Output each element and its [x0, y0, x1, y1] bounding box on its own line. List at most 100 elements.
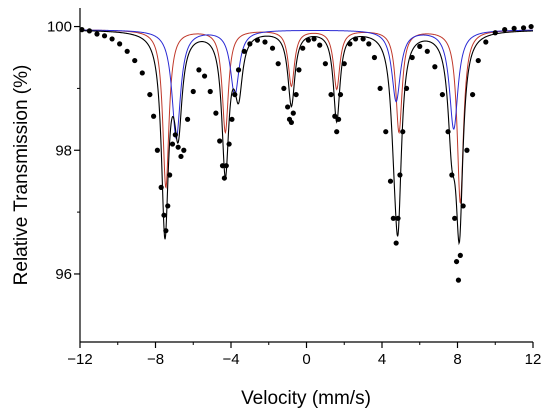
data-point: [453, 258, 460, 265]
sextet-blue-curve: [79, 29, 533, 140]
y-ticks: 96 98 100: [47, 19, 80, 283]
data-point: [219, 163, 226, 169]
data-point: [161, 212, 167, 218]
total-fit-curve: [79, 30, 534, 246]
data-point: [139, 70, 145, 76]
data-point: [475, 57, 481, 64]
data-point: [390, 215, 396, 221]
x-tick-label: 12: [525, 351, 542, 368]
data-point: [334, 129, 340, 135]
data-point: [288, 119, 294, 126]
data-point: [449, 172, 455, 178]
data-point: [154, 147, 160, 153]
data-point: [409, 54, 415, 61]
data-point: [178, 153, 184, 160]
data-point: [395, 215, 401, 221]
fit-curves: [79, 29, 534, 246]
data-point: [175, 144, 181, 150]
data-point: [217, 138, 223, 144]
data-point: [332, 113, 338, 119]
x-tick-label: −12: [67, 351, 92, 368]
data-point: [311, 36, 317, 42]
data-point: [400, 129, 406, 135]
data-point: [79, 27, 85, 33]
data-point: [460, 203, 466, 209]
data-point: [151, 113, 157, 119]
data-point: [201, 73, 208, 79]
data-point: [290, 110, 296, 116]
data-point: [232, 91, 238, 98]
x-tick-label: 0: [302, 351, 310, 368]
y-tick-label: 98: [55, 142, 72, 159]
data-point: [167, 172, 173, 178]
data-point: [281, 85, 287, 92]
data-point: [366, 41, 372, 47]
data-point: [247, 41, 253, 47]
data-point: [296, 67, 302, 73]
data-point: [235, 67, 242, 73]
data-point: [124, 48, 130, 54]
data-point: [492, 30, 498, 36]
data-point: [229, 116, 235, 122]
sextet-red-curve: [79, 29, 534, 205]
data-point: [241, 48, 247, 54]
data-point: [387, 178, 394, 184]
data-point: [117, 41, 123, 47]
data-point: [165, 203, 171, 209]
data-point: [109, 36, 115, 42]
data-point: [285, 104, 291, 110]
x-tick-label: −4: [222, 351, 239, 368]
data-point: [393, 240, 399, 246]
data-point: [371, 54, 378, 61]
data-point: [169, 141, 176, 147]
data-point: [158, 184, 164, 190]
x-tick-label: 4: [378, 351, 386, 368]
data-point: [457, 252, 463, 259]
data-point: [293, 91, 299, 98]
x-tick-label: −8: [147, 351, 164, 368]
data-point: [196, 67, 202, 73]
data-point: [94, 31, 100, 37]
data-point: [163, 228, 169, 234]
data-point: [86, 28, 93, 34]
data-point: [511, 25, 517, 32]
data-point: [397, 172, 403, 178]
data-point: [275, 61, 281, 67]
data-point: [337, 91, 344, 98]
y-tick-label: 96: [55, 266, 72, 283]
data-point: [445, 129, 451, 135]
data-point: [226, 141, 232, 147]
data-point: [528, 23, 534, 30]
x-tick-label: 8: [453, 351, 461, 368]
data-point: [464, 147, 470, 153]
data-point: [300, 45, 306, 51]
data-point: [417, 43, 423, 49]
data-point: [360, 36, 366, 42]
data-point: [483, 39, 489, 45]
data-point: [181, 147, 187, 153]
y-axis-title: Relative Transmission (%): [11, 65, 32, 286]
data-point: [470, 91, 476, 98]
data-point: [377, 85, 383, 92]
y-tick-label: 100: [47, 19, 72, 36]
data-point: [207, 88, 213, 95]
data-point: [190, 88, 196, 95]
data-point: [172, 132, 178, 138]
plot-frame: [79, 8, 533, 343]
data-point: [383, 129, 389, 135]
data-point: [132, 57, 138, 64]
data-point: [147, 91, 153, 98]
data-point: [341, 61, 347, 67]
data-point: [223, 163, 229, 169]
data-point: [520, 25, 527, 31]
data-point: [305, 37, 311, 43]
data-point: [452, 215, 458, 221]
data-point: [335, 116, 342, 122]
data-point: [455, 277, 462, 283]
data-point: [352, 36, 359, 42]
data-point: [184, 116, 191, 122]
data-point: [439, 91, 445, 98]
data-point: [213, 110, 219, 116]
data-point: [262, 39, 268, 45]
